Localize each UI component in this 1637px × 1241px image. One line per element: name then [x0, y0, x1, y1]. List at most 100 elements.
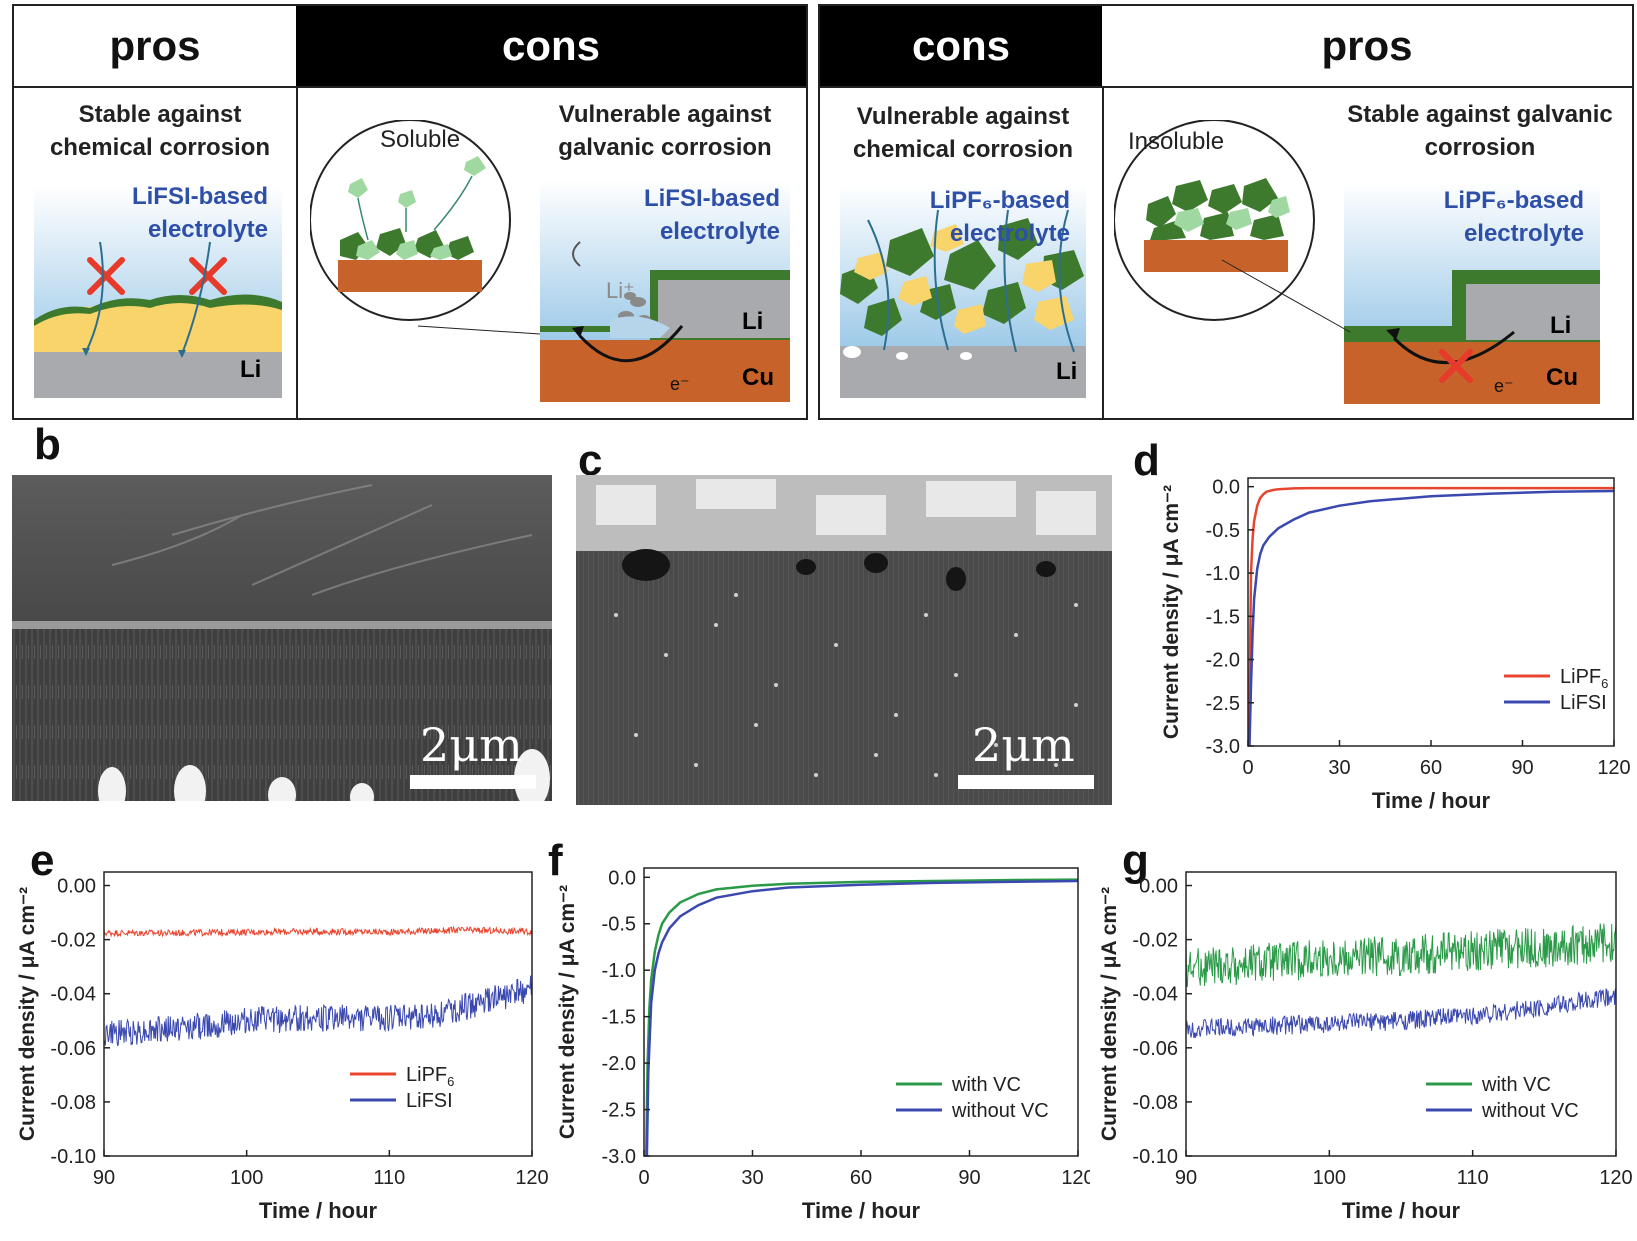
x-tick-label: 90	[1175, 1167, 1197, 1189]
li-label: Li	[742, 308, 764, 335]
y-tick-label: -0.02	[50, 930, 96, 952]
legend-label: LiFSI	[406, 1090, 453, 1112]
cons-caption-right: Vulnerable against chemical corrosion	[852, 103, 1074, 163]
legend-label: LiPF6	[406, 1064, 454, 1089]
x-tick-label: 120	[1599, 1167, 1632, 1189]
x-axis-label: Time / hour	[259, 1198, 378, 1223]
x-tick-label: 100	[1313, 1167, 1346, 1189]
x-tick-label: 120	[1597, 757, 1630, 779]
li-label: Li	[1550, 312, 1572, 339]
y-tick-label: 0.00	[57, 876, 96, 898]
electron-label: e⁻	[670, 374, 690, 394]
y-tick-label: -3.0	[602, 1146, 636, 1168]
lipf6-chemical-diagram	[840, 184, 1086, 398]
x-tick-label: 90	[958, 1167, 980, 1189]
legend-label: LiFSI	[1560, 692, 1607, 714]
x-tick-label: 30	[1328, 757, 1350, 779]
panel-label-f: f	[548, 836, 563, 885]
cons-electrolyte-label-lifsi: LiFSI-based electrolyte	[643, 185, 780, 245]
chart-g: 90 100 110 120 0.00 -0.02 -0.04 -0.06 -0.08 -0.10…	[1098, 871, 1633, 1223]
pros-caption-right: Stable against galvanic corrosion	[1347, 101, 1613, 161]
y-tick-label: -1.5	[602, 1007, 636, 1029]
electrolyte-label-lipf6: LiPF₆-based electrolyte	[929, 187, 1070, 247]
y-tick-label: -0.08	[50, 1092, 96, 1114]
x-tick-label: 0	[1242, 757, 1253, 779]
y-tick-label: -2.0	[602, 1053, 636, 1075]
electron-label: e⁻	[1494, 376, 1514, 396]
y-tick-label: -3.0	[1206, 736, 1240, 758]
panel-label-b: b	[34, 420, 61, 469]
x-tick-label: 60	[850, 1167, 872, 1189]
x-tick-label: 120	[515, 1167, 548, 1189]
scale-bar-b	[410, 775, 536, 789]
sem-image-c	[576, 475, 1112, 805]
divider	[12, 86, 808, 88]
chart-e: 90 100 110 120 0.00 -0.02 -0.04 -0.06 -0.08 -0.10…	[16, 871, 549, 1223]
y-tick-label: -0.10	[1132, 1146, 1178, 1168]
x-tick-label: 100	[230, 1167, 263, 1189]
x-tick-label: 60	[1420, 757, 1442, 779]
y-tick-label: -0.02	[1132, 930, 1178, 952]
y-tick-label: -0.10	[50, 1146, 96, 1168]
x-tick-label: 30	[741, 1167, 763, 1189]
y-tick-label: -1.0	[602, 960, 636, 982]
header-pros-left: pros	[14, 6, 296, 86]
legend-label: with VC	[951, 1074, 1021, 1096]
y-tick-label: -0.06	[1132, 1038, 1178, 1060]
x-tick-label: 120	[1061, 1167, 1090, 1189]
chart-f: 0 30 60 90 120 0.0 -0.5 -1.0 -1.5 -2.0 -2.5 -3.0 Tim…	[556, 867, 1090, 1223]
y-tick-label: -0.5	[602, 914, 636, 936]
scale-label-c: 2μm	[972, 718, 1075, 772]
series-line-with-vc	[644, 878, 1079, 1157]
y-axis-label: Current density / μA cm⁻²	[1160, 485, 1183, 739]
panel-label-g: g	[1122, 836, 1149, 885]
x-tick-label: 110	[373, 1167, 405, 1189]
y-axis-label: Current density / μA cm⁻²	[556, 885, 579, 1139]
x-tick-label: 110	[1457, 1167, 1489, 1189]
legend-label: without VC	[1481, 1100, 1579, 1122]
x-axis-label: Time / hour	[1372, 788, 1491, 813]
header-pros-right: pros	[1102, 6, 1632, 86]
panel-label-e: e	[30, 836, 55, 885]
x-tick-label: 90	[93, 1167, 115, 1189]
series-line-with-vc	[1185, 923, 1617, 988]
series-line-lifsi	[103, 975, 533, 1047]
cons-caption-left: Vulnerable against galvanic corrosion	[558, 101, 772, 161]
bubble-label-soluble: Soluble	[380, 126, 461, 153]
y-tick-label: -0.04	[50, 984, 96, 1006]
plot-frame	[1185, 871, 1617, 1157]
panel-label-d: d	[1133, 436, 1160, 485]
divider	[1102, 86, 1104, 418]
chart-d: 0 30 60 90 120 0.0 -0.5 -1.0 -1.5 -2.0 -2.5 -3.0 Tim…	[1160, 477, 1631, 813]
y-tick-label: -0.04	[1132, 984, 1178, 1006]
x-axis-label: Time / hour	[1342, 1198, 1461, 1223]
scale-bar-c	[958, 775, 1094, 789]
series-line-lipf	[1247, 486, 1614, 747]
legend-label: LiPF6	[1560, 666, 1608, 691]
y-tick-label: -0.5	[1206, 520, 1240, 542]
y-tick-label: 0.00	[1139, 876, 1178, 898]
legend-label: with VC	[1481, 1074, 1551, 1096]
series-line-lipf	[103, 925, 533, 938]
li-label: Li	[1056, 358, 1078, 385]
x-axis-label: Time / hour	[802, 1198, 921, 1223]
divider	[296, 86, 298, 418]
divider	[818, 86, 1634, 88]
electrolyte-label-lifsi: LiFSI-based electrolyte	[131, 183, 268, 243]
y-tick-label: 0.0	[608, 867, 636, 889]
plot-frame	[103, 871, 533, 1157]
series-line-without-vc	[645, 879, 1079, 1157]
header-cons-right: cons	[820, 6, 1102, 86]
y-tick-label: -2.0	[1206, 650, 1240, 672]
sem-image-b	[12, 475, 552, 801]
li-ion-label: Li⁺	[606, 278, 635, 303]
y-axis-label: Current density / μA cm⁻²	[16, 887, 39, 1141]
y-tick-label: 0.0	[1212, 477, 1240, 499]
cu-label: Cu	[1546, 364, 1578, 391]
series-line-without-vc	[1185, 988, 1617, 1039]
cu-label: Cu	[742, 364, 774, 391]
pros-caption-left: Stable against chemical corrosion	[49, 101, 271, 161]
y-tick-label: -0.06	[50, 1038, 96, 1060]
y-tick-label: -2.5	[1206, 693, 1240, 715]
x-tick-label: 90	[1511, 757, 1533, 779]
